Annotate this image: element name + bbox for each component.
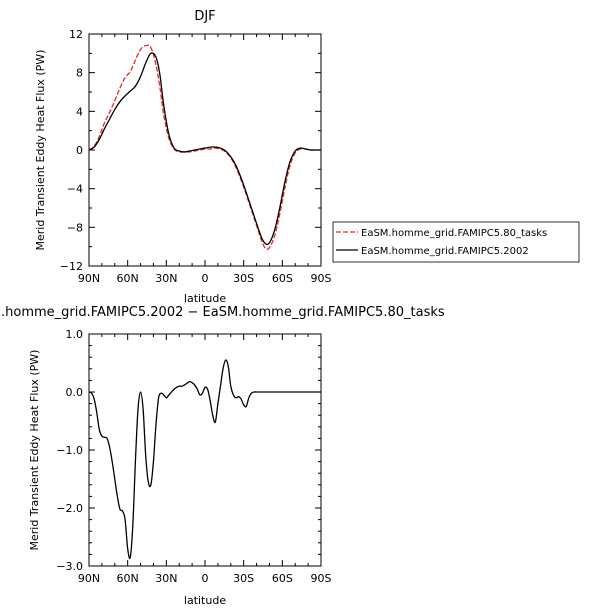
y-tick-label: 12 xyxy=(69,28,83,41)
top-chart-title: DJF xyxy=(194,9,215,24)
x-tick-label: 90S xyxy=(311,272,332,285)
y-tick-label: −3.0 xyxy=(56,560,83,573)
y-tick-label: 4 xyxy=(76,105,83,118)
legend-label-2002: EaSM.homme_grid.FAMIPC5.2002 xyxy=(361,246,529,257)
x-tick-label: 30S xyxy=(233,572,254,585)
x-tick-label: 60S xyxy=(272,572,293,585)
top-x-ticks: 90N 60N 30N 0 30S 60S 90S xyxy=(78,34,332,285)
top-chart-panel: DJF 12 8 4 0 −4 −8 −12 90N 60N 30N 0 30S 60S 90S lat… xyxy=(34,9,580,305)
top-y-ticks: 12 8 4 0 −4 −8 −12 xyxy=(60,28,321,273)
x-tick-label: 60N xyxy=(117,572,139,585)
x-tick-label: 30N xyxy=(155,272,177,285)
bottom-y-ticks: 1.0 0.0 −1.0 −2.0 −3.0 xyxy=(56,328,321,573)
x-tick-label: 0 xyxy=(202,272,209,285)
x-tick-label: 90N xyxy=(78,272,100,285)
top-y-axis-label: Merid Transient Eddy Heat Flux (PW) xyxy=(34,50,47,251)
bottom-chart-title: EaSM.homme_grid.FAMIPC5.2002 − EaSM.homm… xyxy=(0,305,445,320)
x-tick-label: 60S xyxy=(272,272,293,285)
x-tick-label: 0 xyxy=(202,572,209,585)
y-tick-label: 1.0 xyxy=(66,328,84,341)
y-tick-label: −1.0 xyxy=(56,444,83,457)
x-tick-label: 90S xyxy=(311,572,332,585)
y-tick-label: −2.0 xyxy=(56,502,83,515)
y-tick-label: −8 xyxy=(67,221,83,234)
bottom-series-lines xyxy=(88,359,321,560)
y-tick-label: −4 xyxy=(67,183,83,196)
y-tick-label: 0.0 xyxy=(66,386,84,399)
x-tick-label: 60N xyxy=(117,272,139,285)
series-line-1-0 xyxy=(88,359,321,560)
legend-label-80-tasks: EaSM.homme_grid.FAMIPC5.80_tasks xyxy=(361,228,547,239)
series-line-0-0 xyxy=(88,44,321,250)
bottom-x-ticks: 90N 60N 30N 0 30S 60S 90S xyxy=(78,334,332,585)
y-tick-label: 0 xyxy=(76,144,83,157)
top-series-lines xyxy=(88,44,321,250)
top-x-axis-label: latitude xyxy=(184,292,226,305)
bottom-x-axis-label: latitude xyxy=(184,594,226,607)
bottom-plot-frame xyxy=(88,333,322,567)
bottom-y-axis-label: Merid Transient Eddy Heat Flux (PW) xyxy=(28,350,41,551)
legend-box xyxy=(332,221,580,263)
y-tick-label: −12 xyxy=(60,260,83,273)
x-tick-label: 30S xyxy=(233,272,254,285)
top-plot-frame xyxy=(88,33,322,267)
x-tick-label: 90N xyxy=(78,572,100,585)
bottom-chart-panel: EaSM.homme_grid.FAMIPC5.2002 − EaSM.homm… xyxy=(0,305,445,607)
y-tick-label: 8 xyxy=(76,67,83,80)
top-legend: EaSM.homme_grid.FAMIPC5.80_tasks EaSM.ho… xyxy=(332,221,580,263)
series-line-0-1 xyxy=(88,52,321,246)
x-tick-label: 30N xyxy=(155,572,177,585)
